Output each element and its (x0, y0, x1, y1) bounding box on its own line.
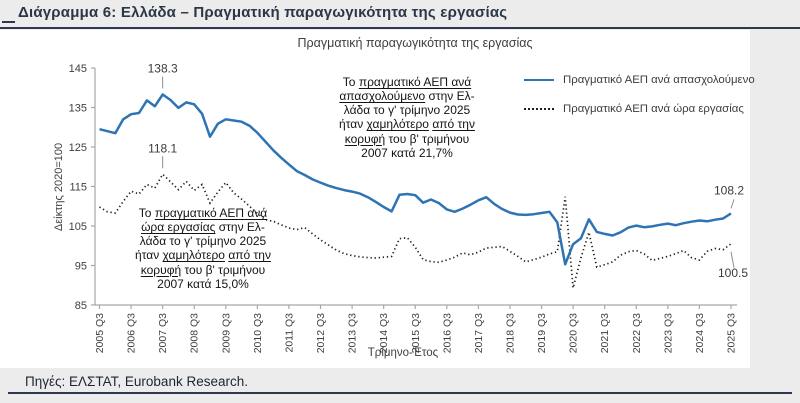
annotation-text-segment: λάδα το γ' τρίμηνο 2025 (139, 234, 267, 249)
x-tick-label: 2024 Q3 (694, 313, 706, 353)
footer-underline (8, 392, 792, 394)
annotation-text-segment: του β' τριμήνου (181, 262, 266, 277)
source-note: Πηγές: ΕΛΣΤΑΤ, Eurobank Research. (25, 374, 248, 389)
annotation-text-segment: χαμηλότερο (162, 248, 225, 263)
y-tick-label: 145 (69, 63, 87, 75)
annotation-text-segment: από την (228, 248, 271, 263)
legend-dotted-line-swatch (524, 108, 554, 110)
x-tick-label: 2018 Q3 (504, 313, 516, 353)
annotation-text-segment: απασχολούμενο (339, 89, 426, 104)
x-tick-label: 2010 Q3 (252, 313, 264, 353)
annotation-text-segment: πραγματικό ΑΕΠ ανά (154, 206, 268, 220)
annotation-text-segment: από την (432, 117, 475, 132)
point-label: 108.2 (714, 183, 744, 197)
point-label-leader (730, 199, 735, 209)
annotation-text-segment: λάδα το γ' τρίμηνο 2025 (343, 103, 471, 118)
y-tick-label: 85 (75, 300, 87, 312)
x-tick-label: 2008 Q3 (189, 313, 201, 353)
legend-solid-line-swatch (524, 79, 554, 81)
x-tick-label: 2016 Q3 (441, 313, 453, 353)
x-tick-label: 2013 Q3 (347, 313, 359, 353)
chart-legend: Πραγματικό ΑΕΠ ανά απασχολούμενο Πραγματι… (524, 74, 755, 132)
annotation-text-segment: Το (138, 206, 155, 220)
point-label: 138.3 (148, 61, 178, 75)
x-tick-label: 2012 Q3 (315, 313, 327, 353)
legend-label: Πραγματικό ΑΕΠ ανά ώρα εργασίας (563, 103, 744, 115)
annotation-text-segment: ήταν (339, 117, 367, 132)
chart-panel (0, 30, 750, 368)
y-tick-label: 135 (69, 103, 87, 115)
annotation-text-segment: πραγματικό ΑΕΠ ανά (358, 75, 472, 89)
point-label: 118.1 (148, 141, 177, 155)
annotation-text-segment: στην Ελ- (425, 89, 475, 104)
annotation-text-segment: του β' τριμήνου (385, 131, 470, 146)
x-tick-label: 2021 Q3 (599, 313, 611, 353)
y-tick-label: 115 (69, 182, 87, 194)
legend-item: Πραγματικό ΑΕΠ ανά απασχολούμενο (524, 74, 755, 86)
x-tick-label: 2005 Q3 (94, 313, 106, 353)
title-underscore-mark (2, 21, 15, 23)
annotation-text-segment: 2007 κατά 21,7% (361, 145, 453, 160)
x-tick-label: 2022 Q3 (631, 313, 643, 353)
y-axis-title: Δείκτης 2020=100 (53, 143, 65, 231)
series-line-per-hour (99, 172, 732, 289)
header-underline (0, 27, 800, 29)
annotation-text-segment: Το (342, 75, 359, 89)
x-tick-label: 2019 Q3 (536, 313, 548, 353)
point-label-leader (730, 251, 735, 268)
legend-label: Πραγματικό ΑΕΠ ανά απασχολούμενο (563, 74, 755, 86)
x-tick-label: 2009 Q3 (220, 313, 232, 353)
x-tick-label: 2025 Q3 (726, 313, 738, 353)
x-tick-label: 2017 Q3 (473, 313, 485, 353)
annotation-text-segment: χαμηλότερο (366, 117, 429, 132)
chart-title: Πραγματική παραγωγικότητα της εργασίας (297, 36, 533, 50)
annotation-text-segment: ώρα εργασίας (141, 220, 216, 235)
annotation-text-segment: 2007 κατά 15,0% (157, 276, 249, 291)
x-tick-label: 2023 Q3 (662, 313, 674, 353)
x-tick-label: 2007 Q3 (157, 313, 169, 353)
x-tick-label: 2006 Q3 (126, 313, 138, 353)
figure-header: Διάγραμμα 6: Ελλάδα – Πραγματική παραγωγ… (0, 0, 800, 29)
point-label: 100.5 (718, 266, 748, 280)
annotation-text-segment: ήταν (135, 248, 163, 263)
annotation-text-segment: κορυφή (140, 262, 182, 277)
legend-item: Πραγματικό ΑΕΠ ανά ώρα εργασίας (524, 103, 755, 115)
y-tick-label: 125 (69, 142, 87, 154)
annotation-text-segment: κορυφή (344, 131, 386, 146)
x-axis-title: Τρίμηνο-Έτος (368, 347, 439, 359)
x-tick-label: 2011 Q3 (283, 313, 295, 353)
y-tick-label: 95 (75, 261, 87, 273)
x-tick-label: 2015 Q3 (410, 313, 422, 353)
x-tick-label: 2020 Q3 (568, 313, 580, 353)
x-tick-label: 2014 Q3 (378, 313, 390, 353)
annotation-text-segment: στην Ελ- (215, 220, 265, 235)
y-tick-label: 105 (69, 221, 87, 233)
annotation-gdp-per-employee: Το πραγματικό ΑΕΠ ανά απασχολούμενο στην … (289, 75, 525, 160)
series-line-per-employee (99, 93, 732, 266)
annotation-gdp-per-hour: Το πραγματικό ΑΕΠ ανά ώρα εργασίας στην Ε… (96, 206, 310, 291)
figure-title: Διάγραμμα 6: Ελλάδα – Πραγματική παραγωγ… (18, 4, 508, 21)
figure-footer: Πηγές: ΕΛΣΤΑΤ, Eurobank Research. (0, 369, 800, 403)
